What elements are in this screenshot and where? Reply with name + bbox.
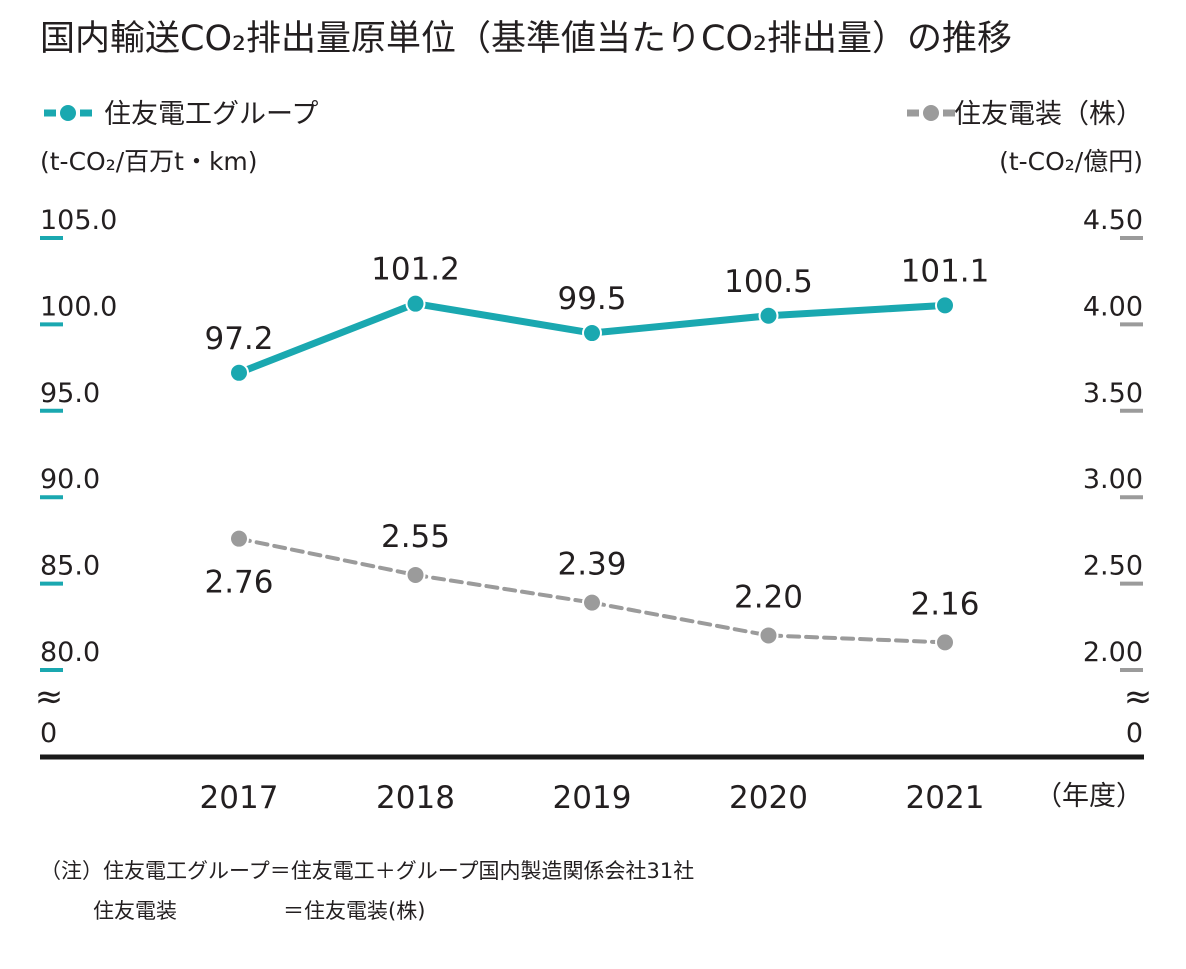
- note-line-1: （注）住友電工グループ＝住友電工＋グループ国内製造関係会社31社: [40, 859, 694, 883]
- y-left-tick-label: 85.0: [40, 551, 100, 582]
- y-left-break-symbol: ≈: [35, 677, 64, 717]
- x-tick-label: 2020: [729, 780, 808, 816]
- y-left-tick-label: 100.0: [40, 291, 117, 322]
- y-right-tick-label: 2.50: [1083, 551, 1143, 582]
- x-tick-labels: 2017 2018 2019 2020 2021: [200, 780, 985, 816]
- data-label-right: 2.55: [381, 519, 450, 555]
- x-tick-label: 2021: [906, 780, 985, 816]
- legend-right-marker-icon: [923, 105, 939, 121]
- legend-left: 住友電工グループ: [44, 99, 318, 130]
- data-label-right: 2.16: [910, 586, 979, 622]
- data-label-right: 2.76: [204, 565, 273, 601]
- data-point-left: [758, 305, 779, 326]
- y-left-tick-label: 95.0: [40, 378, 100, 409]
- series-layer: 97.2 101.2 99.5 100.5 101.1 2.76 2.55 2.39 2.20 2…: [204, 252, 990, 653]
- x-axis-unit: （年度）: [1035, 781, 1143, 812]
- y-left-unit: (t-CO₂/百万t・km): [40, 147, 258, 176]
- legend-right-label: 住友電装（株）: [954, 99, 1143, 130]
- data-point-right: [405, 564, 426, 585]
- chart-title: 国内輸送CO₂排出量原単位（基準値当たりCO₂排出量）の推移: [40, 19, 1012, 59]
- y-right-ticks: 4.50 4.00 3.50 3.00 2.50 2.00: [1083, 205, 1143, 672]
- legend-right: 住友電装（株）: [907, 99, 1143, 130]
- y-right-zero-label: 0: [1126, 718, 1143, 749]
- y-right-tick-label: 4.00: [1083, 291, 1143, 322]
- data-point-right: [758, 625, 779, 646]
- y-right-unit: (t-CO₂/億円): [999, 147, 1143, 176]
- data-point-left: [935, 295, 955, 316]
- y-left-ticks: 105.0 100.0 95.0 90.0 85.0 80.0: [40, 205, 117, 672]
- note-line-2-right: ＝住友電装(株): [283, 899, 425, 923]
- y-right-tick-label: 3.50: [1083, 378, 1143, 409]
- y-left-tick-label: 90.0: [40, 464, 100, 495]
- data-point-left: [582, 323, 602, 344]
- data-point-right: [229, 528, 249, 549]
- legend-left-label: 住友電工グループ: [104, 99, 318, 130]
- data-label-left: 97.2: [204, 321, 273, 357]
- data-point-left: [405, 293, 426, 314]
- data-point-right: [935, 632, 955, 653]
- data-label-right: 2.20: [734, 579, 803, 615]
- data-label-right: 2.39: [557, 547, 626, 583]
- x-tick-label: 2018: [376, 780, 455, 816]
- data-point-right: [582, 592, 602, 613]
- y-left-tick-label: 105.0: [40, 205, 117, 236]
- y-right-tick-label: 2.00: [1083, 637, 1143, 668]
- data-label-left: 101.1: [901, 253, 990, 289]
- data-label-left: 99.5: [557, 281, 626, 317]
- x-tick-label: 2017: [200, 780, 279, 816]
- note-line-2-left: 住友電装: [93, 899, 177, 923]
- y-right-break-symbol: ≈: [1124, 677, 1153, 717]
- data-point-left: [229, 362, 249, 383]
- data-label-left: 100.5: [724, 264, 813, 300]
- y-left-zero-label: 0: [40, 718, 57, 749]
- x-tick-label: 2019: [553, 780, 632, 816]
- legend-left-marker-icon: [60, 105, 76, 121]
- y-right-tick-label: 3.00: [1083, 464, 1143, 495]
- y-right-tick-label: 4.50: [1083, 205, 1143, 236]
- y-left-tick-label: 80.0: [40, 637, 100, 668]
- data-label-left: 101.2: [371, 252, 460, 288]
